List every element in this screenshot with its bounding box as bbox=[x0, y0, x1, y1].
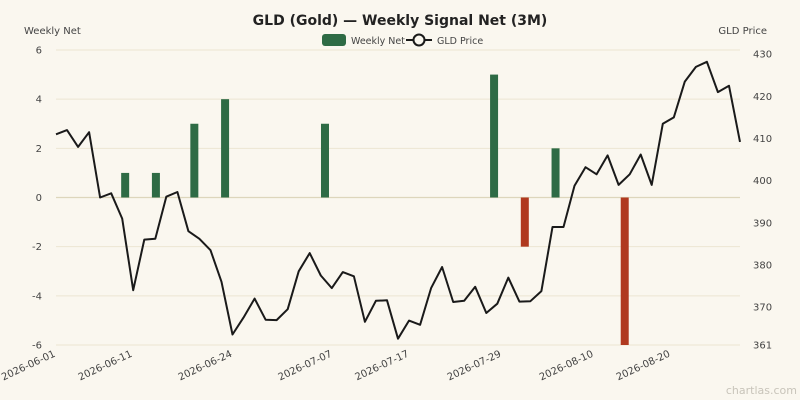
y-left-axis-title: Weekly Net bbox=[24, 26, 81, 37]
y-left-tick-label: -6 bbox=[32, 341, 42, 352]
bar-weekly-net bbox=[520, 197, 529, 247]
bar-weekly-net bbox=[551, 148, 560, 198]
bar-weekly-net bbox=[121, 172, 130, 198]
y-right-tick-label: 420 bbox=[753, 92, 772, 103]
y-left-tick-label: -2 bbox=[32, 242, 42, 253]
y-right-tick-label: 400 bbox=[753, 176, 772, 187]
y-right-tick-label: 370 bbox=[753, 303, 772, 314]
legend-gld-price-label: GLD Price bbox=[437, 36, 483, 47]
y-left-tick-label: -4 bbox=[32, 291, 42, 302]
bar-weekly-net bbox=[490, 74, 499, 198]
watermark: chartlas.com bbox=[726, 384, 797, 397]
x-tick-label: 2026-07-17 bbox=[353, 349, 410, 384]
legend-weekly-net-label: Weekly Net bbox=[351, 36, 405, 47]
x-tick-label: 2026-06-24 bbox=[177, 349, 234, 384]
line-gld-price bbox=[55, 60, 741, 340]
y-right-tick-label: 390 bbox=[753, 218, 772, 229]
gld-price-series bbox=[55, 60, 741, 340]
bar-weekly-net bbox=[151, 172, 160, 198]
x-tick-label: 2026-07-07 bbox=[277, 349, 334, 384]
x-tick-label: 2026-06-01 bbox=[0, 349, 57, 384]
y-left-tick-label: 2 bbox=[36, 144, 42, 155]
legend-gld-price-marker bbox=[412, 33, 426, 47]
y-left-tick-label: 4 bbox=[36, 95, 42, 106]
weekly-net-bars bbox=[121, 74, 629, 345]
bar-weekly-net bbox=[620, 197, 629, 345]
legend: Weekly Net GLD Price bbox=[322, 33, 483, 47]
y-left-ticks: 6 4 2 0 -2 -4 -6 bbox=[32, 46, 42, 352]
x-tick-label: 2026-07-29 bbox=[446, 349, 503, 384]
grid bbox=[56, 49, 740, 346]
y-right-tick-label: 430 bbox=[753, 50, 772, 61]
x-tick-label: 2026-08-20 bbox=[615, 349, 672, 384]
x-ticks: 2026-06-01 2026-06-11 2026-06-24 2026-07-07… bbox=[0, 349, 672, 384]
x-tick-label: 2026-08-10 bbox=[538, 349, 595, 384]
y-right-tick-label: 410 bbox=[753, 134, 772, 145]
y-right-tick-label: 380 bbox=[753, 260, 772, 271]
bar-weekly-net bbox=[221, 99, 230, 198]
y-left-tick-label: 6 bbox=[36, 46, 42, 57]
y-left-tick-label: 0 bbox=[36, 193, 42, 204]
y-right-axis-title: GLD Price bbox=[718, 26, 767, 37]
legend-weekly-net-swatch bbox=[322, 34, 346, 46]
y-right-tick-label: 361 bbox=[753, 341, 772, 352]
x-tick-label: 2026-06-11 bbox=[77, 349, 134, 384]
bar-weekly-net bbox=[320, 123, 329, 198]
chart-title: GLD (Gold) — Weekly Signal Net (3M) bbox=[253, 13, 548, 29]
y-right-ticks: 430 420 410 400 390 380 370 361 bbox=[753, 50, 772, 352]
bar-weekly-net bbox=[190, 123, 199, 198]
